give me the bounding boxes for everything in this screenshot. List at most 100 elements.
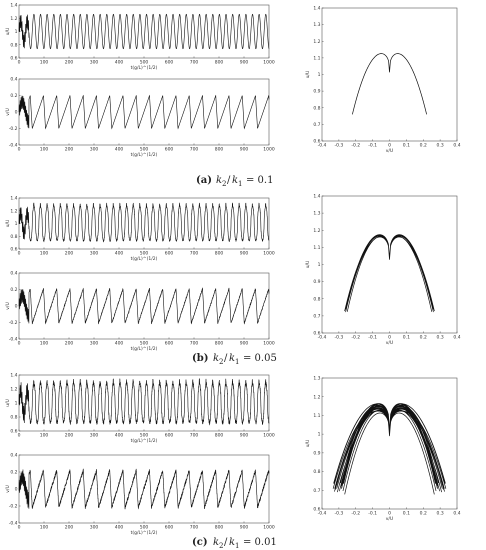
x-tick-label: 100 xyxy=(40,251,49,257)
x-tick-label: 400 xyxy=(115,341,124,347)
caption-a-sub1: 1 xyxy=(238,180,242,188)
x-axis-label: t(g/L)^(1/2) xyxy=(131,65,158,71)
plot-frame xyxy=(18,197,270,250)
y-tick-label: 1.1 xyxy=(313,413,320,419)
x-tick-label: 700 xyxy=(190,60,199,66)
x-tick-label: 400 xyxy=(115,525,124,531)
y-tick-label: 1 xyxy=(318,72,321,78)
y-tick-label: 0.9 xyxy=(313,89,320,95)
x-tick-label: 500 xyxy=(140,60,149,66)
x-tick-label: 0.4 xyxy=(453,335,460,341)
y-tick-label: 0.7 xyxy=(313,488,320,494)
y-tick-label: 1.2 xyxy=(313,39,320,45)
y-tick-label: 0.6 xyxy=(313,507,320,513)
x-tick-label: 800 xyxy=(215,341,224,347)
y-tick-label: 0.9 xyxy=(313,450,320,456)
y-tick-label: -0.4 xyxy=(9,337,18,343)
plot-frame xyxy=(321,7,458,142)
caption-b-label: (b) xyxy=(192,353,208,364)
caption-b-sub1: 1 xyxy=(235,358,239,366)
y-tick-label: -0.4 xyxy=(9,143,18,149)
x-tick-label: 800 xyxy=(215,147,224,153)
y-tick-label: 1.2 xyxy=(313,394,320,400)
y-tick-label: 0.2 xyxy=(10,470,17,476)
x-tick-label: 1000 xyxy=(263,433,275,439)
y-tick-label: 1 xyxy=(318,432,321,438)
caption-a-sub2: 2 xyxy=(222,180,226,188)
caption-c-slash: / xyxy=(224,537,228,548)
x-tick-label: 200 xyxy=(65,433,74,439)
x-tick-label: 300 xyxy=(90,433,99,439)
x-tick-label: 200 xyxy=(65,341,74,347)
y-tick-label: 1 xyxy=(15,401,18,407)
x-axis-label: v/U xyxy=(386,148,393,154)
x-tick-label: 0.2 xyxy=(420,335,427,341)
panel-c-v-timeseries: 0 100 200 300 400 500 600 700 800 900 1000 -0.4 -0.2… xyxy=(5,453,275,536)
x-tick-label: 1000 xyxy=(263,251,275,257)
x-tick-label: -0.4 xyxy=(318,335,327,341)
x-axis-label: v/U xyxy=(386,516,393,522)
y-tick-label: 1 xyxy=(318,262,321,268)
y-tick-label: 0.6 xyxy=(10,56,17,62)
y-tick-label: 0.9 xyxy=(313,279,320,285)
x-tick-label: 0.4 xyxy=(453,511,460,517)
y-axis-label: v/U xyxy=(5,485,11,492)
caption-c-value: = 0.01 xyxy=(243,537,277,548)
caption-c-k2: k xyxy=(213,537,219,548)
timeseries-line xyxy=(18,468,270,510)
x-tick-label: 800 xyxy=(215,251,224,257)
timeseries-line xyxy=(18,378,270,426)
y-tick-label: 0.8 xyxy=(10,415,17,421)
x-tick-label: 0.1 xyxy=(403,143,410,149)
y-tick-label: 1.4 xyxy=(10,3,17,9)
y-axis-label: u/U xyxy=(5,399,11,407)
y-tick-label: 1.3 xyxy=(313,211,320,217)
x-tick-label: 200 xyxy=(65,147,74,153)
x-tick-label: 700 xyxy=(190,433,199,439)
plot-frame xyxy=(321,377,458,510)
caption-b: (b) k 2 / k 1 = 0.05 xyxy=(192,353,277,366)
y-tick-label: 0.6 xyxy=(313,139,320,145)
x-tick-label: 900 xyxy=(240,147,249,153)
panel-a-u-timeseries: 0 100 200 300 400 500 600 700 800 900 1000 0.6 0.8 1 1… xyxy=(5,3,275,71)
timeseries-line xyxy=(18,287,270,325)
caption-c-k1: k xyxy=(229,537,235,548)
timeseries-line xyxy=(18,13,270,50)
y-tick-label: 0.2 xyxy=(10,93,17,99)
x-tick-label: 900 xyxy=(240,60,249,66)
caption-c-sub1: 1 xyxy=(235,542,239,550)
x-tick-label: 300 xyxy=(90,525,99,531)
x-tick-label: 100 xyxy=(40,147,49,153)
x-tick-label: -0.3 xyxy=(334,511,343,517)
y-tick-label: 1.2 xyxy=(10,16,17,22)
x-tick-label: 0 xyxy=(388,511,391,517)
x-tick-label: 600 xyxy=(165,341,174,347)
x-tick-label: 900 xyxy=(240,525,249,531)
caption-c-label: (c) xyxy=(192,537,208,548)
y-tick-label: 1.1 xyxy=(313,245,320,251)
y-tick-label: -0.2 xyxy=(9,126,18,132)
x-tick-label: 500 xyxy=(140,251,149,257)
y-tick-label: 0.8 xyxy=(10,42,17,48)
timeseries-line xyxy=(18,94,270,130)
x-tick-label: 0.3 xyxy=(437,511,444,517)
x-tick-label: 500 xyxy=(140,525,149,531)
x-tick-label: 900 xyxy=(240,341,249,347)
y-tick-label: 1.4 xyxy=(10,196,17,202)
y-tick-label: 0.6 xyxy=(10,247,17,253)
x-tick-label: 800 xyxy=(215,525,224,531)
x-tick-label: 500 xyxy=(140,341,149,347)
x-tick-label: 0 xyxy=(18,60,21,66)
y-tick-label: 1 xyxy=(15,29,18,35)
x-tick-label: 700 xyxy=(190,147,199,153)
x-axis-label: t(g/L)^(1/2) xyxy=(131,346,158,352)
x-tick-label: 600 xyxy=(165,60,174,66)
x-tick-label: 400 xyxy=(115,60,124,66)
x-tick-label: -0.1 xyxy=(368,143,377,149)
caption-a-k1: k xyxy=(232,175,238,186)
x-tick-label: 0 xyxy=(18,251,21,257)
y-tick-label: 0.7 xyxy=(313,313,320,319)
y-tick-label: 1.3 xyxy=(313,376,320,382)
x-tick-label: -0.3 xyxy=(334,335,343,341)
